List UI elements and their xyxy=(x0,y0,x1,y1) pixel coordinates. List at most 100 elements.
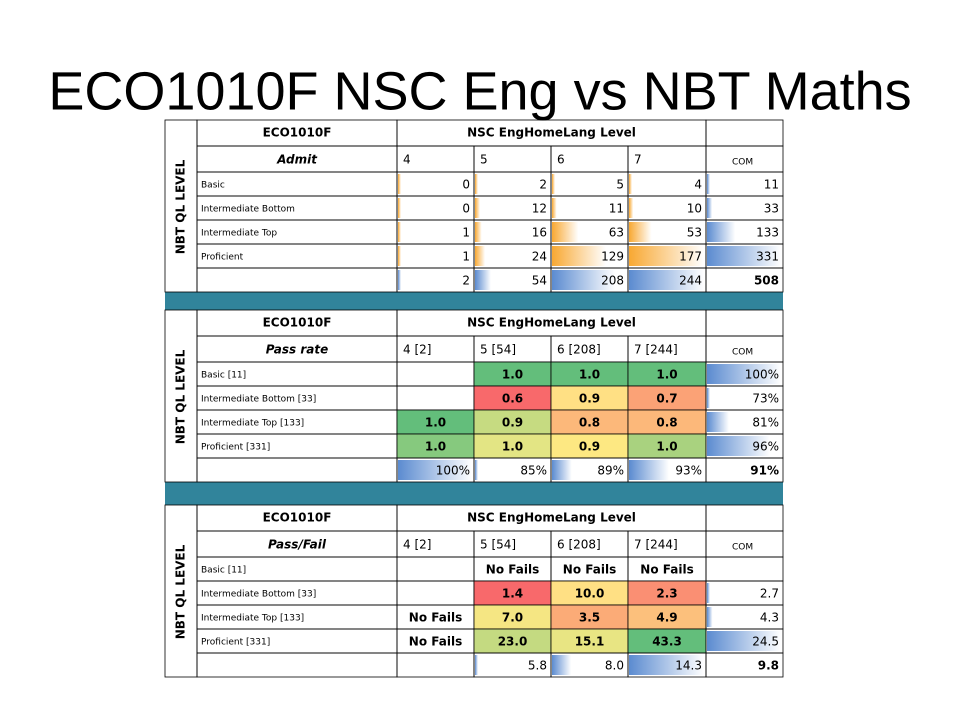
cell-value: 0.6 xyxy=(502,392,523,406)
com-value: 33 xyxy=(764,202,779,216)
table-cell xyxy=(396,556,475,582)
table-cell xyxy=(473,385,552,411)
data-bar xyxy=(398,270,401,290)
data-bar xyxy=(707,388,710,408)
data-bar xyxy=(475,460,478,480)
cell-value: 2.3 xyxy=(656,587,677,601)
column-header: 4 [2] xyxy=(403,343,431,357)
total-value: 8.0 xyxy=(605,659,624,673)
data-bar xyxy=(398,222,401,242)
total-value: 54 xyxy=(532,274,547,288)
com-value: 24.5 xyxy=(752,635,779,649)
data-bar xyxy=(629,655,704,675)
data-bar xyxy=(707,631,781,651)
column-header: 7 xyxy=(634,153,642,167)
row-label: Basic [11] xyxy=(201,371,246,381)
total-value: 244 xyxy=(679,274,702,288)
cell-value: No Fails xyxy=(486,563,539,577)
table-cell xyxy=(627,433,707,459)
cell-value: 0.9 xyxy=(579,440,600,454)
data-bar xyxy=(552,655,572,675)
row-label: Intermediate Bottom xyxy=(201,205,295,215)
table-cell xyxy=(705,267,784,293)
com-value: 100% xyxy=(745,368,779,382)
row-label: Intermediate Top xyxy=(201,229,277,239)
separator xyxy=(165,482,783,505)
data-bar xyxy=(707,412,729,432)
data-bar xyxy=(707,246,781,266)
data-bar xyxy=(707,364,781,384)
total-value: 5.8 xyxy=(528,659,547,673)
com-value: 81% xyxy=(752,416,779,430)
cell-value: 10 xyxy=(687,202,702,216)
cell-value: 0.7 xyxy=(656,392,677,406)
data-bar xyxy=(398,246,401,266)
table-cell xyxy=(473,361,552,387)
cell-value: 4 xyxy=(694,178,702,192)
table-cell xyxy=(627,361,707,387)
column-header: 5 [54] xyxy=(480,343,516,357)
table-cell xyxy=(473,628,552,654)
data-bar xyxy=(629,270,704,290)
row-label: Basic xyxy=(201,181,225,191)
cell-value: 0.8 xyxy=(579,416,600,430)
cell-value: 63 xyxy=(609,226,624,240)
column-header: 6 [208] xyxy=(557,343,601,357)
cell-value: 1.0 xyxy=(425,440,446,454)
data-bar xyxy=(707,583,710,603)
cell-value: 1.0 xyxy=(425,416,446,430)
cell-value: 0.8 xyxy=(656,416,677,430)
data-bar xyxy=(552,460,572,480)
cell-value: 15.1 xyxy=(575,635,605,649)
side-label: NBT QL LEVEL xyxy=(174,349,188,444)
cell-value: 1 xyxy=(462,226,470,240)
cell-value: 1.0 xyxy=(656,440,677,454)
row-label: Proficient [331] xyxy=(201,443,270,453)
row-label: Intermediate Top [133] xyxy=(201,419,304,429)
data-bar xyxy=(475,222,482,242)
data-bar xyxy=(707,607,713,627)
table-cell xyxy=(705,504,784,532)
data-bar xyxy=(475,655,478,675)
data-bar xyxy=(398,174,401,194)
table-cell xyxy=(396,433,475,459)
table-cell xyxy=(627,628,707,654)
column-header: 6 xyxy=(557,153,565,167)
com-value: 96% xyxy=(752,440,779,454)
table-cell xyxy=(396,409,475,435)
column-header: 4 xyxy=(403,153,411,167)
row-label: Intermediate Bottom [33] xyxy=(201,590,316,600)
column-header: 7 [244] xyxy=(634,343,678,357)
com-value: 133 xyxy=(756,226,779,240)
data-bar xyxy=(707,198,713,218)
table-cell xyxy=(705,556,784,582)
data-bar xyxy=(629,174,632,194)
com-value: 2.7 xyxy=(760,587,779,601)
total-value: 85% xyxy=(520,464,547,478)
cell-value: 4.9 xyxy=(656,611,677,625)
total-com: 508 xyxy=(754,274,779,288)
table-cell xyxy=(473,433,552,459)
cell-value: 0 xyxy=(462,202,470,216)
table-cell xyxy=(196,267,398,293)
table-cell xyxy=(705,652,784,678)
total-value: 208 xyxy=(601,274,624,288)
row-header: Pass/Fail xyxy=(268,538,327,552)
cell-value: No Fails xyxy=(409,635,462,649)
data-bar xyxy=(398,460,472,480)
row-label: Proficient [331] xyxy=(201,638,270,648)
slide-title: ECO1010F NSC Eng vs NBT Maths xyxy=(48,61,911,121)
total-value: 2 xyxy=(462,274,470,288)
cell-value: No Fails xyxy=(640,563,693,577)
data-bar xyxy=(629,460,669,480)
total-com: 9.8 xyxy=(758,659,779,673)
row-label: Intermediate Bottom [33] xyxy=(201,395,316,405)
side-label: NBT QL LEVEL xyxy=(174,544,188,639)
com-header: COM xyxy=(732,543,753,553)
row-label: Proficient xyxy=(201,253,244,263)
cell-value: 0 xyxy=(462,178,470,192)
column-header: 5 [54] xyxy=(480,538,516,552)
column-header: 7 [244] xyxy=(634,538,678,552)
data-bar xyxy=(629,222,652,242)
